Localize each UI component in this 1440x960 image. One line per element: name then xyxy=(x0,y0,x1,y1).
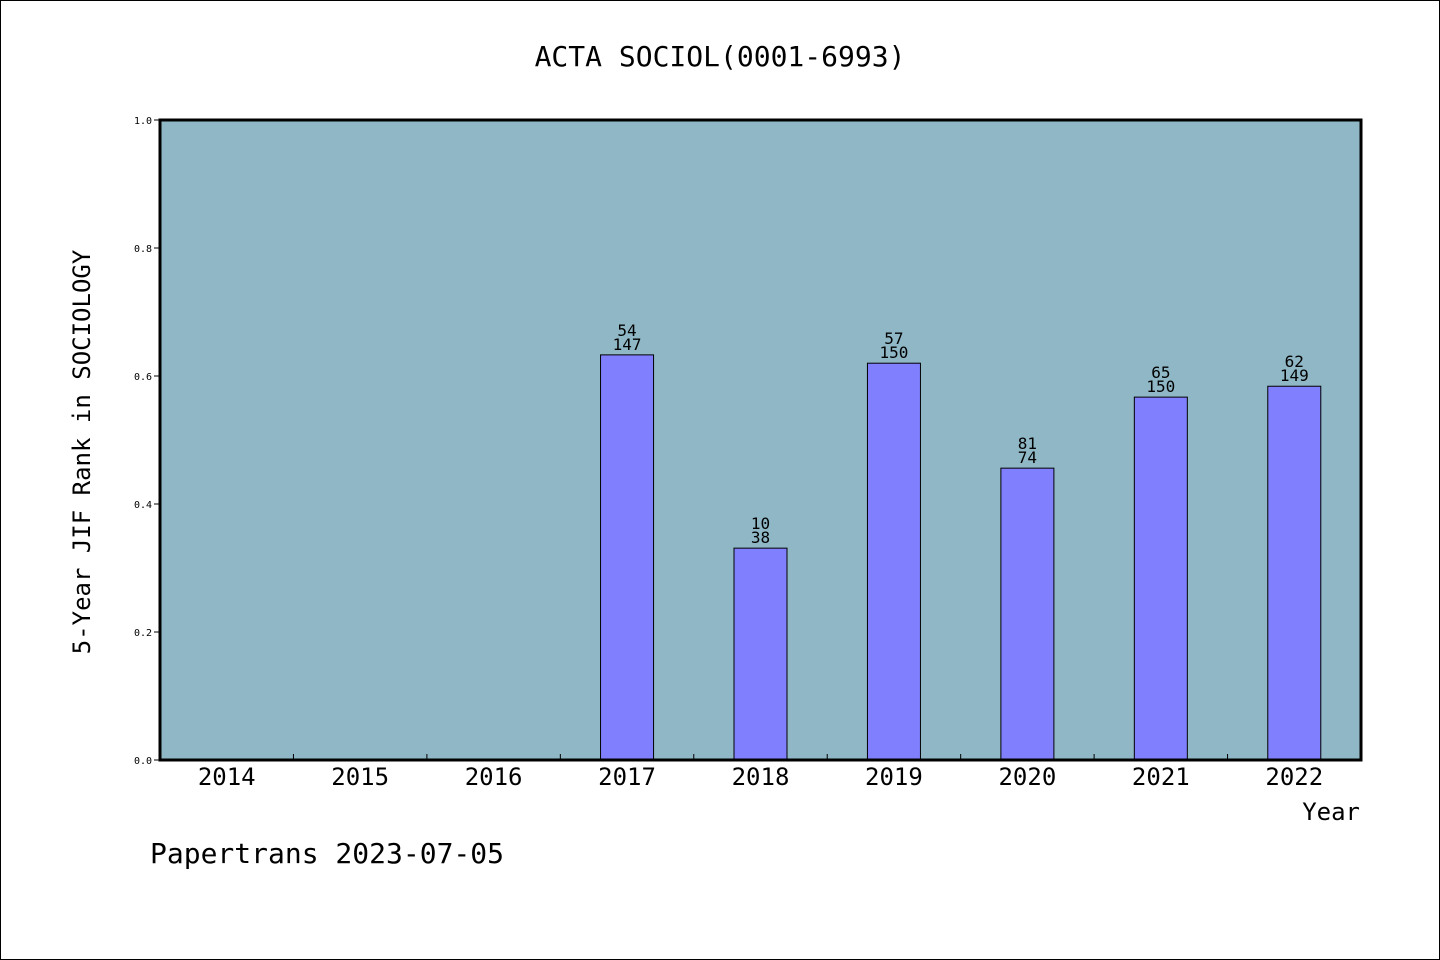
bar-rank-label: 54 xyxy=(617,321,636,340)
x-tick-label: 2017 xyxy=(598,763,656,791)
y-tick-label: 0.0 xyxy=(134,756,152,767)
y-tick-label: 0.6 xyxy=(134,372,152,383)
bar-total-label: 149 xyxy=(1280,366,1309,385)
bar-rank-label: 57 xyxy=(884,329,903,348)
bar-total-label: 74 xyxy=(1018,448,1037,467)
bar-rank-label: 65 xyxy=(1151,363,1170,382)
chart-title: ACTA SOCIOL(0001-6993) xyxy=(535,40,906,73)
bar-2020 xyxy=(1000,467,1055,761)
bar-2022 xyxy=(1267,385,1322,761)
plot-border xyxy=(158,118,1363,762)
y-tick-label: 0.4 xyxy=(134,500,152,511)
y-axis-label: 5-Year JIF Rank in SOCIOLOGY xyxy=(68,249,96,654)
y-tick-label: 0.8 xyxy=(134,244,152,255)
bar-rank-label: 81 xyxy=(1018,434,1037,453)
x-tick-label: 2018 xyxy=(732,763,790,791)
y-tick-label: 0.2 xyxy=(134,628,152,639)
bar-2018 xyxy=(733,547,788,761)
bar-total-label: 150 xyxy=(879,343,908,362)
bar-rank-label: 62 xyxy=(1285,352,1304,371)
bar-2021 xyxy=(1133,396,1188,761)
y-tick-label: 1.0 xyxy=(134,116,152,127)
x-tick-label: 2019 xyxy=(865,763,923,791)
bar-total-label: 38 xyxy=(751,528,770,547)
x-axis-label: Year xyxy=(1302,798,1360,826)
x-tick-label: 2020 xyxy=(998,763,1056,791)
bar-rank-label: 10 xyxy=(751,514,770,533)
bar-2019 xyxy=(866,362,921,761)
x-tick-label: 2015 xyxy=(331,763,389,791)
x-tick-label: 2022 xyxy=(1265,763,1323,791)
x-tick-label: 2014 xyxy=(198,763,256,791)
footer-text: Papertrans 2023-07-05 xyxy=(150,837,504,870)
bar-total-label: 150 xyxy=(1146,377,1175,396)
x-tick-label: 2016 xyxy=(465,763,523,791)
x-tick-label: 2021 xyxy=(1132,763,1190,791)
bar-2017 xyxy=(600,354,655,761)
bar-total-label: 147 xyxy=(613,335,642,354)
